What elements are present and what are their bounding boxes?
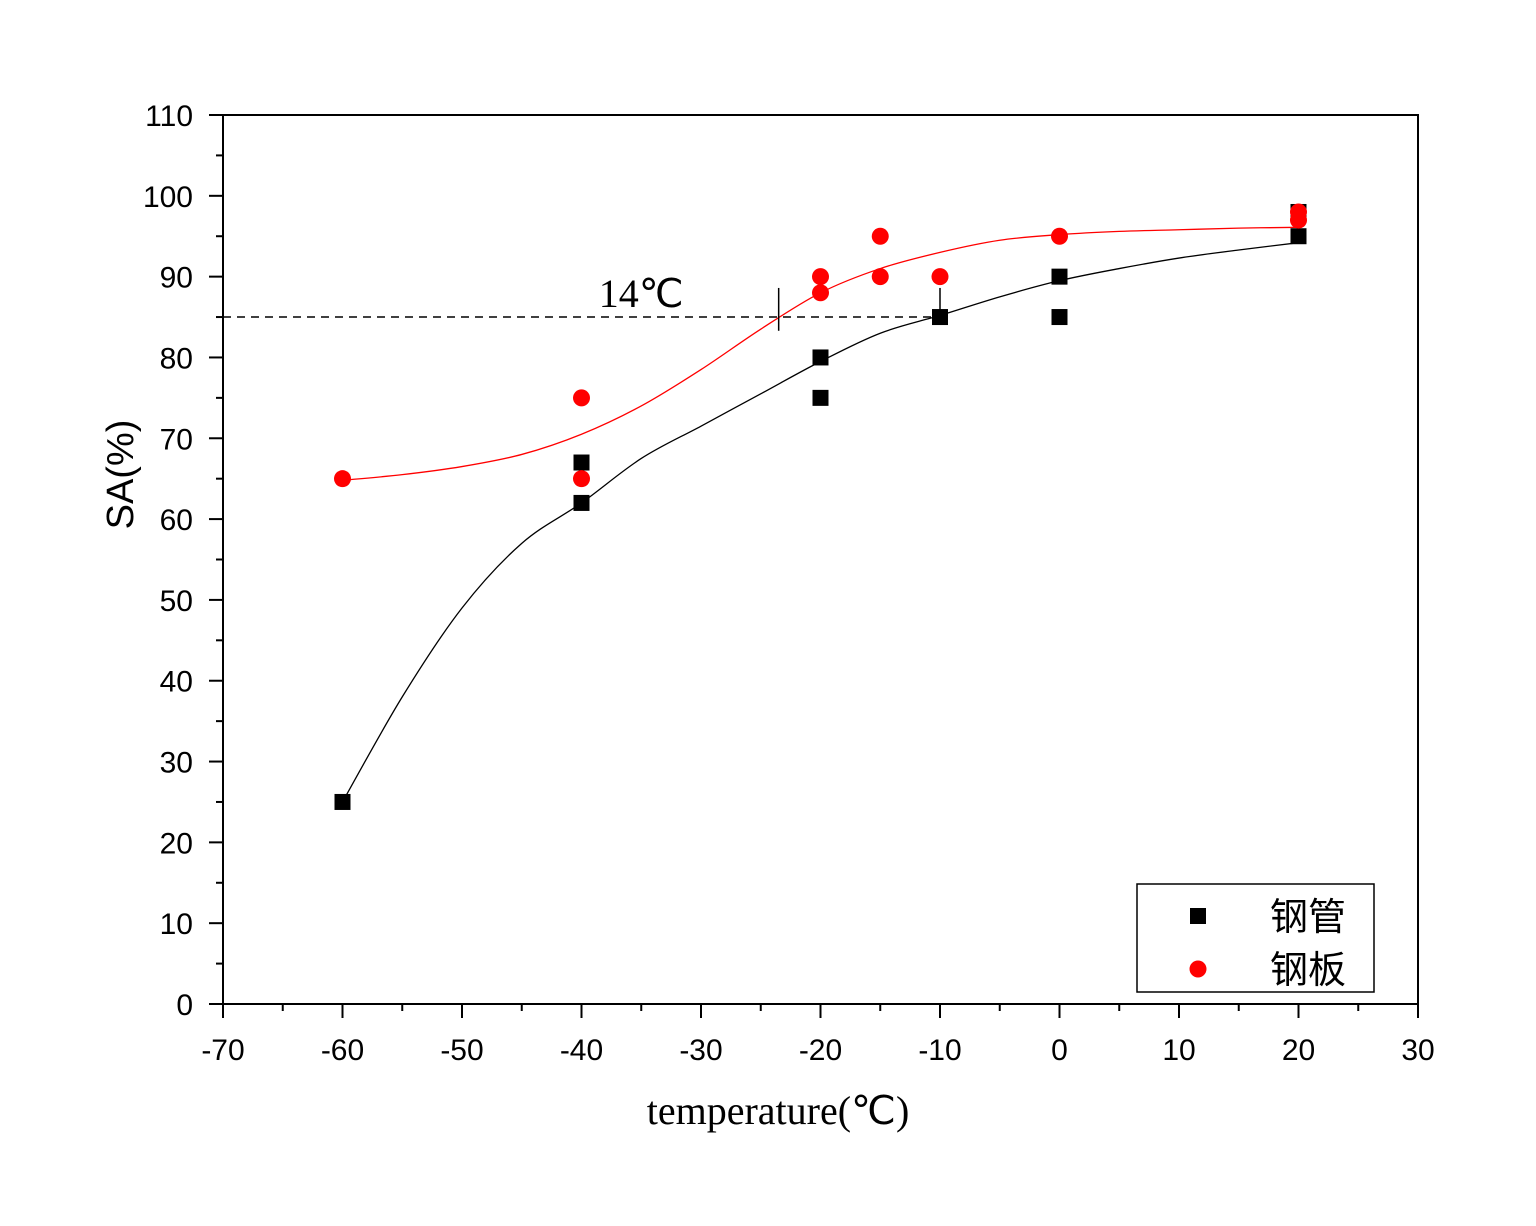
y-tick-label: 10 [160, 908, 193, 941]
point-steel-pipe [812, 389, 829, 406]
legend-label-steel-plate: 钢板 [1270, 948, 1346, 992]
legend-label-steel-pipe: 钢管 [1270, 895, 1346, 939]
point-steel-plate [1051, 227, 1068, 245]
point-steel-plate [812, 284, 829, 302]
x-axis-title: temperature(℃) [647, 1088, 910, 1133]
point-steel-pipe [1051, 309, 1068, 326]
x-tick-label: -40 [560, 1034, 603, 1067]
y-tick-label: 100 [143, 181, 193, 214]
x-tick-label: 10 [1162, 1034, 1195, 1067]
y-tick-label: 50 [160, 585, 193, 618]
point-steel-plate [931, 268, 949, 286]
point-steel-plate [871, 227, 889, 245]
x-tick-label: -60 [321, 1034, 364, 1067]
x-tick-label: -20 [799, 1034, 842, 1067]
legend-box [1136, 883, 1375, 993]
x-tick-label: -10 [918, 1034, 961, 1067]
data-points [334, 203, 1307, 810]
point-steel-pipe [573, 494, 590, 511]
point-steel-plate [573, 470, 590, 488]
annotation-14c: 14℃ [599, 271, 684, 316]
y-tick-label: 110 [145, 100, 193, 133]
x-tick-label: -30 [679, 1034, 722, 1067]
point-steel-pipe [812, 349, 829, 366]
y-tick-label: 20 [160, 827, 193, 860]
legend-marker-square [1190, 908, 1206, 924]
y-tick-label: 40 [160, 666, 193, 699]
legend: 钢管 钢板 [1136, 883, 1375, 993]
legend-marker-circle [1189, 960, 1207, 978]
point-steel-plate [573, 389, 590, 407]
x-tick-label: -50 [440, 1034, 483, 1067]
point-steel-plate [1290, 211, 1307, 229]
point-steel-plate [334, 470, 351, 488]
y-tick-label: 60 [160, 504, 193, 537]
x-tick-label: 20 [1282, 1034, 1315, 1067]
point-steel-pipe [334, 793, 351, 810]
fit-curve-steel-pipe [341, 242, 1299, 803]
point-steel-pipe [1290, 228, 1307, 245]
y-tick-label: 70 [160, 423, 193, 456]
y-tick-label: 80 [160, 342, 193, 375]
x-tick-label: 30 [1401, 1034, 1434, 1067]
point-steel-plate [871, 268, 889, 286]
x-tick-label: 0 [1051, 1034, 1068, 1067]
plot-frame [222, 114, 1419, 1005]
point-steel-pipe [932, 309, 948, 326]
fit-curves [341, 226, 1299, 803]
x-tick-label: -70 [201, 1034, 244, 1067]
point-steel-plate [812, 268, 829, 286]
y-tick-label: 30 [160, 747, 193, 780]
reference-lines [223, 287, 941, 331]
y-tick-label: 0 [176, 989, 193, 1022]
y-axis-title: SA(%) [100, 420, 142, 530]
point-steel-pipe [1051, 268, 1068, 285]
y-tick-label: 90 [160, 262, 193, 295]
point-steel-pipe [573, 454, 590, 471]
